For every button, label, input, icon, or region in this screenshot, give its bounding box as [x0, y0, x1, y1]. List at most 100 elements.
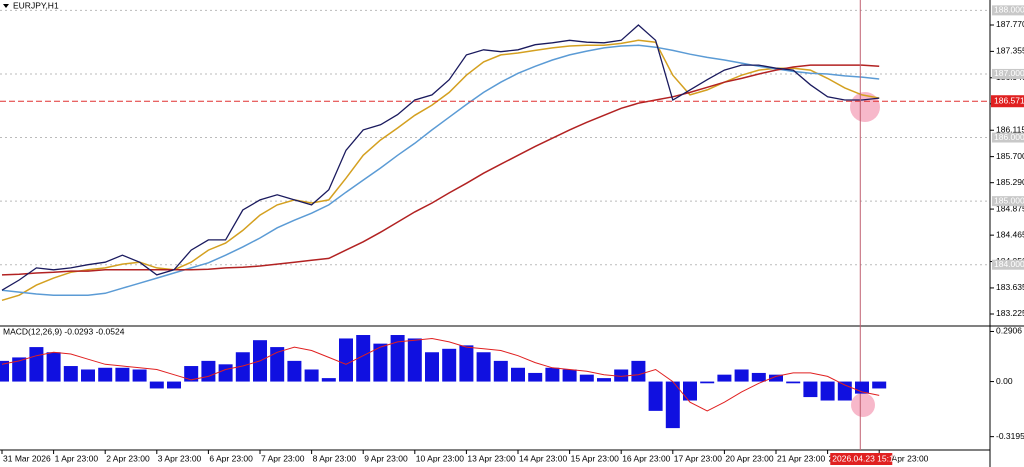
level-label-box [992, 68, 1024, 79]
macd-bar [614, 369, 629, 382]
y-tick-label: 186.115 [996, 124, 1024, 134]
macd-bar [579, 374, 594, 382]
level-label-box [992, 259, 1024, 270]
indicator-title: MACD(12,26,9) -0.0293 -0.0524 [3, 326, 125, 336]
macd-bar [407, 338, 422, 382]
crosshair-label-box [830, 453, 893, 465]
macd-bar [12, 357, 27, 382]
macd-bar [442, 348, 457, 382]
macd-bar [631, 360, 646, 382]
x-tick-label: 31 Mar 2026 [3, 453, 51, 463]
y-tick-label: 185.700 [996, 151, 1024, 161]
signal-line [1, 337, 880, 412]
macd-bar [46, 352, 61, 382]
highlight-circle [850, 92, 880, 122]
y-tick-label: 187.355 [996, 46, 1024, 56]
y-tick-label: -0.3195 [996, 431, 1024, 441]
macd-bar [29, 347, 44, 382]
macd-bar [511, 367, 525, 382]
y-tick-label: 183.225 [996, 308, 1024, 318]
macd-bar [304, 369, 319, 382]
macd-bar [769, 374, 783, 382]
price-line [1, 24, 880, 291]
level-label-box [992, 196, 1024, 207]
macd-bar [390, 335, 405, 382]
x-tick-label: 6 Apr 23:00 [209, 453, 253, 463]
y-tick-label: 185.290 [996, 177, 1024, 187]
macd-bar [597, 378, 611, 382]
macd-bar [528, 372, 543, 382]
x-tick-label: 9 Apr 23:00 [364, 453, 408, 463]
x-tick-label: 7 Apr 23:00 [261, 453, 305, 463]
macd-bar [493, 360, 508, 382]
macd-bar [683, 381, 697, 401]
macd-bar [648, 381, 663, 411]
macd-bar [837, 381, 852, 401]
x-tick-label: 17 Apr 23:00 [674, 453, 722, 463]
macd-bar [786, 381, 801, 384]
macd-bar [872, 381, 887, 389]
macd-bar [167, 381, 181, 389]
macd-bar [270, 347, 285, 382]
y-tick-label: 0.2906 [996, 326, 1022, 336]
macd-bar [98, 367, 113, 382]
macd-bar [803, 381, 818, 398]
x-tick-label: 8 Apr 23:00 [313, 453, 357, 463]
crosshair-label: 2026.04.23 15:15 [832, 453, 898, 463]
macd-bar [459, 345, 474, 382]
macd-bar [751, 372, 766, 382]
y-tick-label: 183.635 [996, 282, 1024, 292]
macd-bar [201, 360, 216, 382]
x-tick-label: 14 Apr 23:00 [519, 453, 567, 463]
level-label: 184.000 [994, 259, 1024, 269]
macd-bar [149, 381, 164, 389]
level-label: 185.000 [994, 195, 1024, 205]
x-tick-label: 10 Apr 23:00 [416, 453, 464, 463]
highlight-circle [851, 393, 875, 417]
macd-bar [476, 352, 491, 382]
y-tick-label: 184.465 [996, 229, 1024, 239]
level-label-box [992, 132, 1024, 143]
current-price-box [991, 95, 1024, 108]
macd-bar [321, 378, 336, 382]
x-tick-label: 2 Apr 23:00 [106, 453, 150, 463]
macd-bar [562, 369, 577, 382]
macd-bar [373, 343, 388, 382]
macd-bar [0, 360, 9, 382]
macd-bar [63, 366, 78, 382]
level-label: 188.000 [994, 5, 1024, 15]
macd-bar [425, 352, 439, 382]
macd-bar [665, 381, 680, 429]
x-tick-label: 1 Apr 23:00 [55, 453, 99, 463]
macd-bar [184, 366, 199, 382]
macd-bar [356, 335, 371, 382]
macd-bar [545, 367, 560, 382]
x-tick-label: 15 Apr 23:00 [571, 453, 619, 463]
macd-bar [339, 338, 353, 382]
x-tick-label: 23 Apr 23:00 [880, 453, 928, 463]
y-tick-label: 184.875 [996, 203, 1024, 213]
macd-bar [717, 374, 732, 382]
level-label: 186.000 [994, 132, 1024, 142]
level-label: 187.000 [994, 68, 1024, 78]
macd-bar [218, 364, 233, 382]
price-line [1, 64, 880, 276]
x-tick-label: 3 Apr 23:00 [158, 453, 202, 463]
x-tick-label: 16 Apr 23:00 [622, 453, 670, 463]
macd-bar [287, 360, 302, 382]
current-price-label: 186.571 [994, 95, 1024, 105]
macd-bar [81, 369, 95, 382]
macd-bar [132, 369, 147, 382]
x-tick-label: 13 Apr 23:00 [467, 453, 515, 463]
x-tick-label: 21 Apr 23:00 [777, 453, 825, 463]
y-tick-label: 187.770 [996, 19, 1024, 29]
level-label-box [992, 5, 1024, 16]
macd-bar [700, 381, 715, 384]
price-line [1, 44, 880, 296]
x-tick-label: 20 Apr 23:00 [725, 453, 773, 463]
symbol-title: EURJPY,H1 [13, 0, 59, 10]
y-tick-label: 0.00 [996, 376, 1013, 386]
